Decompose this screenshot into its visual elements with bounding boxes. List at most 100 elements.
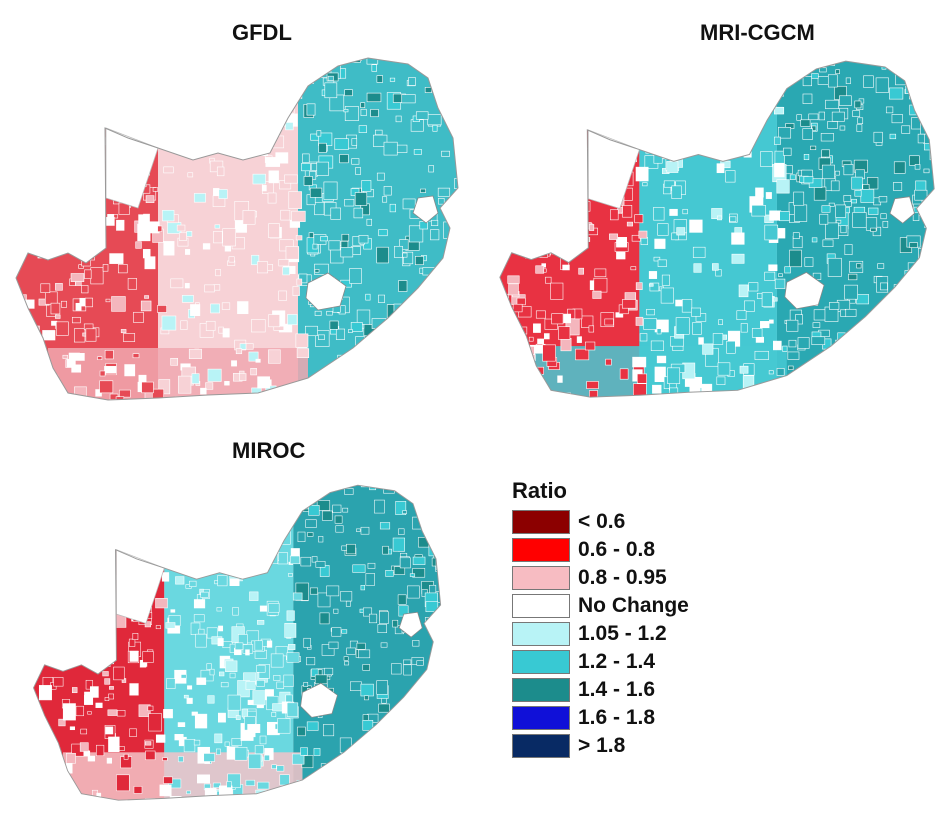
municipality-cell: [367, 813, 372, 817]
municipality-cell: [907, 262, 918, 273]
municipality-cell: [351, 158, 360, 165]
municipality-cell: [370, 407, 379, 419]
municipality-cell: [133, 809, 141, 818]
municipality-cell: [55, 604, 65, 615]
municipality-cell: [199, 504, 212, 513]
municipality-cell: [390, 797, 399, 801]
municipality-cell: [229, 672, 236, 679]
municipality-cell: [725, 170, 736, 183]
municipality-cell: [369, 777, 380, 786]
municipality-cell: [193, 479, 198, 483]
municipality-cell: [55, 222, 70, 235]
municipality-cell: [171, 496, 180, 504]
municipality-cell: [125, 420, 135, 428]
municipality-cell: [392, 619, 399, 628]
municipality-cell: [887, 331, 899, 344]
municipality-cell: [39, 100, 47, 106]
municipality-cell: [510, 159, 518, 165]
municipality-cell: [398, 803, 410, 816]
municipality-cell: [53, 677, 64, 687]
municipality-cell: [234, 642, 244, 650]
municipality-cell: [884, 326, 897, 341]
municipality-cell: [167, 136, 182, 150]
municipality-cell: [33, 58, 46, 63]
municipality-cell: [178, 375, 192, 394]
municipality-cell: [727, 402, 740, 413]
municipality-cell: [111, 296, 126, 312]
municipality-cell: [73, 619, 80, 627]
municipality-cell: [37, 534, 50, 546]
legend-label: > 1.8: [578, 734, 626, 757]
municipality-cell: [108, 818, 121, 826]
municipality-cell: [78, 818, 86, 826]
municipality-cell: [605, 358, 612, 366]
municipality-cell: [371, 807, 375, 811]
municipality-cell: [560, 337, 572, 352]
municipality-cell: [917, 133, 925, 144]
municipality-cell: [233, 123, 240, 129]
municipality-cell: [878, 196, 888, 203]
municipality-cell: [177, 486, 185, 494]
municipality-cell: [288, 573, 293, 577]
municipality-cell: [202, 137, 212, 148]
municipality-cell: [716, 163, 725, 174]
municipality-cell: [425, 717, 439, 728]
municipality-cell: [383, 186, 392, 196]
municipality-cell: [268, 349, 281, 364]
municipality-cell: [438, 198, 445, 205]
municipality-cell: [292, 286, 300, 296]
municipality-cell: [187, 685, 193, 690]
municipality-cell: [635, 316, 644, 326]
municipality-cell: [823, 420, 835, 428]
municipality-cell: [98, 651, 111, 667]
municipality-cell: [327, 75, 334, 81]
municipality-cell: [289, 790, 294, 794]
municipality-cell: [292, 753, 305, 765]
municipality-cell: [656, 62, 663, 71]
municipality-cell: [392, 537, 405, 552]
municipality-cell: [787, 351, 800, 360]
municipality-cell: [227, 694, 242, 711]
municipality-cell: [437, 187, 451, 197]
municipality-cell: [55, 770, 67, 785]
municipality-cell: [95, 543, 109, 556]
municipality-cell: [886, 380, 901, 390]
municipality-cell: [72, 316, 81, 324]
municipality-cell: [214, 733, 223, 744]
municipality-cell: [631, 117, 640, 127]
municipality-cell: [454, 393, 458, 400]
municipality-cell: [911, 377, 920, 390]
municipality-cell: [669, 208, 678, 216]
municipality-cell: [314, 674, 328, 685]
municipality-cell: [56, 90, 68, 104]
municipality-cell: [913, 277, 924, 284]
municipality-cell: [190, 304, 201, 316]
municipality-cell: [254, 61, 265, 76]
municipality-cell: [448, 316, 458, 326]
municipality-cell: [729, 216, 737, 222]
municipality-cell: [329, 320, 339, 330]
municipality-cell: [868, 327, 882, 345]
municipality-cell: [28, 814, 34, 821]
municipality-cell: [61, 300, 67, 308]
municipality-cell: [645, 413, 650, 419]
municipality-cell: [897, 291, 910, 303]
municipality-cell: [47, 194, 59, 209]
municipality-cell: [437, 67, 448, 78]
municipality-cell: [51, 417, 65, 428]
municipality-cell: [75, 705, 84, 717]
municipality-cell: [448, 356, 458, 367]
municipality-cell: [641, 73, 653, 84]
municipality-cell: [885, 106, 894, 114]
municipality-cell: [808, 113, 819, 121]
legend-label: < 0.6: [578, 510, 626, 533]
municipality-cell: [352, 564, 366, 573]
municipality-cell: [331, 627, 342, 637]
legend-title: Ratio: [512, 478, 567, 503]
municipality-cell: [217, 142, 225, 150]
municipality-cell: [448, 102, 458, 123]
municipality-cell: [499, 224, 503, 232]
municipality-cell: [253, 394, 263, 400]
municipality-cell: [71, 687, 78, 694]
municipality-cell: [119, 746, 125, 751]
